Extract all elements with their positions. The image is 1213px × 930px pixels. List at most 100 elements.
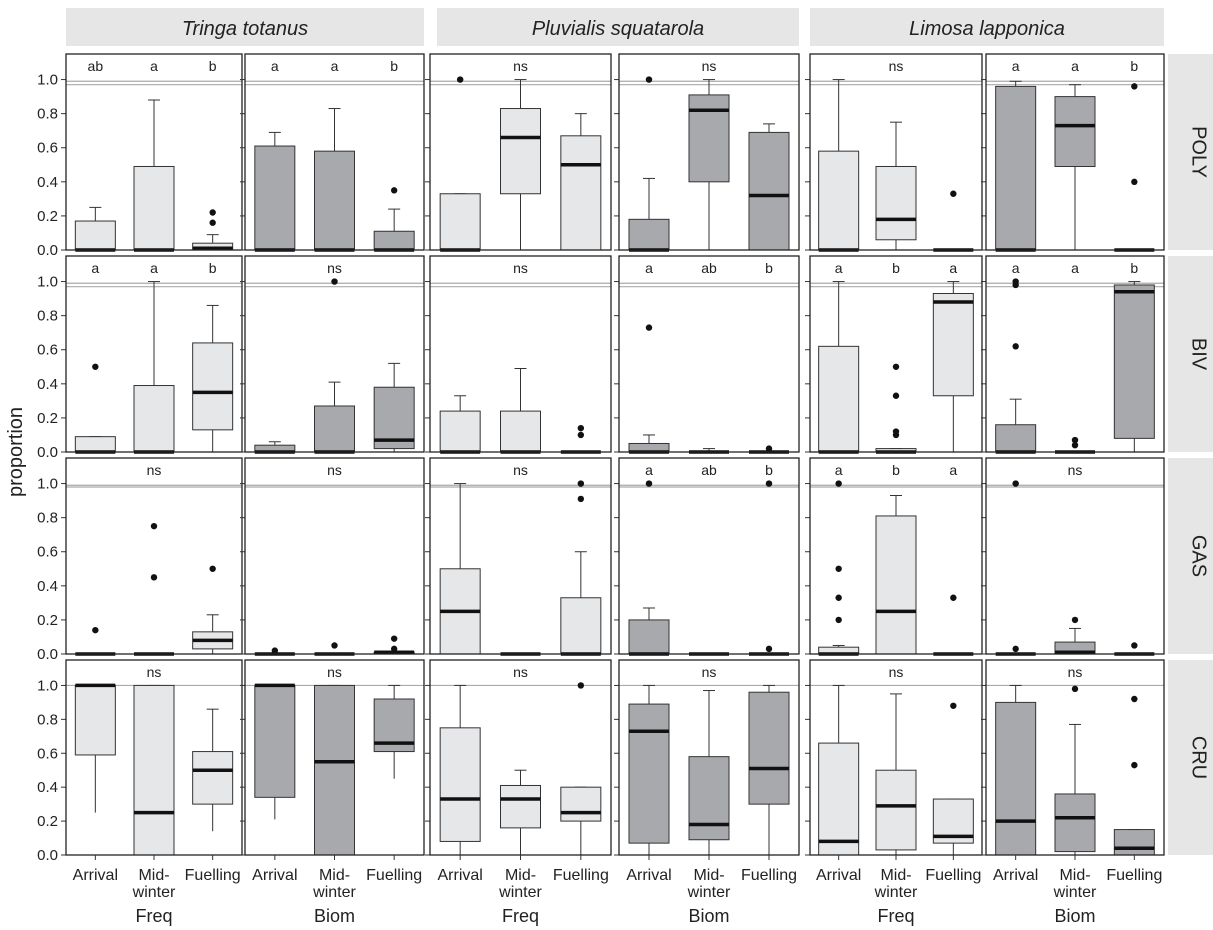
panel-frame (618, 457, 800, 655)
significance-label: a (949, 260, 957, 276)
box (1113, 829, 1155, 856)
panel-frame (429, 255, 612, 453)
panel-frame (244, 255, 425, 453)
outlier-point (835, 594, 842, 601)
outlier-point (1012, 343, 1019, 350)
outlier-point (390, 187, 398, 194)
x-tick-label: winter (312, 884, 356, 901)
significance-label: a (331, 58, 339, 74)
x-tick-label: winter (687, 884, 731, 901)
outlier-point (1012, 278, 1019, 285)
prey-strip (1168, 458, 1213, 654)
outlier-point (1012, 480, 1019, 487)
significance-label: b (390, 58, 398, 74)
y-tick-label: 1.0 (37, 476, 58, 493)
significance-label: ab (88, 58, 104, 74)
significance-label: ns (702, 58, 717, 74)
y-tick-label: 0.4 (37, 174, 58, 191)
facet-panel: ab a b0.00.20.40.60.81.0 (37, 53, 243, 259)
panel-frame (244, 53, 425, 251)
significance-label: a (835, 462, 843, 478)
x-tick-label: Fuelling (1106, 867, 1162, 884)
outlier-point (645, 480, 653, 487)
significance-label: ns (513, 260, 528, 276)
panel-frame (985, 53, 1165, 251)
outlier-point (1071, 441, 1079, 449)
measure-label: Biom (688, 906, 729, 926)
y-tick-label: 0.2 (37, 612, 58, 629)
x-tick-label: winter (132, 884, 176, 901)
facet-panel: ns (425, 53, 612, 252)
panel-frame (618, 53, 800, 251)
panel-frame (244, 457, 425, 655)
box (875, 165, 917, 241)
outlier-point (390, 645, 398, 653)
outlier-point (577, 682, 585, 689)
outlier-point (577, 495, 585, 503)
significance-label: ns (889, 664, 904, 680)
outlier-point (1131, 83, 1138, 90)
box (500, 108, 541, 195)
box (254, 145, 296, 251)
box (192, 342, 234, 431)
significance-label: ns (889, 58, 904, 74)
outlier-point (209, 565, 216, 572)
outlier-point (150, 522, 158, 530)
significance-label: ns (147, 462, 162, 478)
x-tick-label: Arrival (993, 867, 1038, 884)
facet-panel: ns (240, 255, 425, 454)
y-tick-label: 0.0 (37, 242, 58, 259)
box (628, 619, 670, 655)
panel-frame (65, 53, 243, 251)
significance-label: ns (327, 462, 342, 478)
outlier-point (390, 635, 398, 642)
significance-label: b (892, 462, 900, 478)
box (818, 150, 860, 251)
significance-label: ns (1068, 462, 1083, 478)
x-tick-label: Arrival (73, 867, 118, 884)
facet-panel: ns Arrival Mid-winter Fuelling Biom (240, 659, 425, 926)
outlier-point (1131, 761, 1138, 769)
x-tick-label: Mid- (505, 867, 536, 884)
facet-panel: ns (614, 53, 800, 252)
box (192, 751, 234, 805)
outlier-point (892, 428, 900, 435)
box (560, 786, 602, 822)
box (1054, 793, 1096, 853)
facet-panel: ns 0.0 0.2 0.4 0.6 0.8 1.0 Arrival Mid-winter Fue… (37, 659, 243, 926)
prey-strip (1168, 256, 1213, 452)
significance-label: ns (702, 664, 717, 680)
outlier-point (1071, 685, 1079, 693)
box (439, 410, 481, 453)
significance-label: a (645, 260, 653, 276)
y-tick-label: 0.8 (37, 308, 58, 325)
outlier-point (892, 392, 900, 399)
facet-panel: ns Arrival Mid-winter Fuelling Biom (981, 659, 1165, 926)
outlier-point (331, 642, 338, 649)
significance-label: ab (701, 462, 717, 478)
outlier-point (1131, 642, 1138, 649)
y-tick-label: 0.8 (37, 106, 58, 123)
prey-strip (1168, 660, 1213, 855)
y-tick-label: 1.0 (37, 274, 58, 291)
y-tick-label: 0.4 (37, 376, 58, 393)
significance-label: b (209, 58, 217, 74)
outlier-point (92, 626, 99, 634)
outlier-point (765, 645, 773, 653)
outlier-point (1131, 178, 1138, 186)
box (628, 218, 670, 251)
panel-frame (985, 255, 1165, 453)
box (373, 230, 415, 251)
outlier-point (209, 209, 216, 216)
box (133, 165, 175, 251)
significance-label: a (1071, 260, 1079, 276)
y-tick-label: 1.0 (37, 677, 58, 694)
outlier-point (765, 480, 773, 487)
x-tick-label: winter (498, 884, 542, 901)
panel-frame (65, 457, 243, 655)
outlier-point (150, 574, 158, 581)
y-tick-label: 0.6 (37, 544, 58, 561)
box (500, 784, 541, 829)
facet-panel: ns (425, 255, 612, 454)
prey-strip-label: GAS (1188, 535, 1210, 577)
